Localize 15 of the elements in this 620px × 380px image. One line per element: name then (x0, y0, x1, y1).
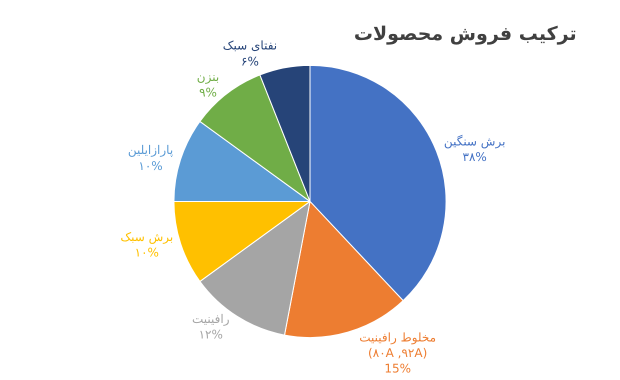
data-label: ۱۰% (134, 246, 159, 260)
data-label: ۳۸% (462, 150, 487, 164)
slice-label: بنزن (196, 70, 220, 84)
data-label: 15% (384, 362, 411, 376)
data-label: ۱۲% (198, 328, 223, 342)
chart-title: ترکیب فروش محصولات (354, 22, 577, 45)
slice-label: مخلوط رافینیت (۸۰A ,۹۲A) (359, 330, 436, 360)
slice-label: نفتای سبک (222, 38, 278, 53)
data-label: ۹% (199, 85, 217, 100)
slice-label: رافینیت (192, 312, 230, 326)
slice-label: برش سنگین (444, 134, 506, 149)
slice-label: پارازایلین (128, 143, 174, 158)
data-label: ۶% (241, 54, 259, 68)
data-label: ۱۰% (138, 158, 163, 173)
slice-label: برش سبک (120, 230, 174, 244)
